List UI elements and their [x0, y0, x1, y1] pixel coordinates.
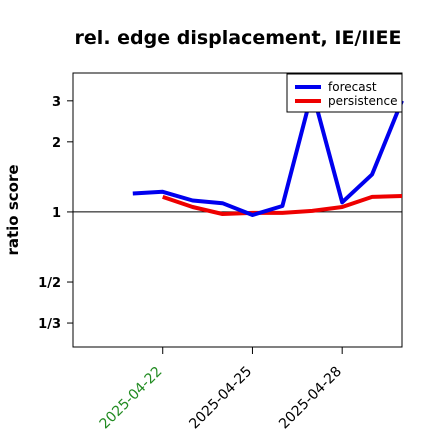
legend-label-forecast: forecast: [328, 80, 377, 94]
legend-box: [286, 73, 403, 113]
y-tick-label-0: 1/3: [38, 317, 61, 332]
y-tick-label-3: 2: [52, 136, 61, 151]
plot-frame: [72, 72, 403, 348]
chart-title: rel. edge displacement, IE/IIEE: [75, 27, 402, 49]
series-line-forecast: [132, 89, 404, 217]
y-axis-label: ratio score: [4, 164, 22, 255]
legend-label-persistence: persistence: [328, 94, 397, 108]
y-tick-label-1: 1/2: [38, 276, 61, 291]
y-tick-label-2: 1: [52, 206, 61, 221]
x-tick-label-1: 2025-04-25: [186, 364, 255, 433]
y-tick-label-4: 3: [52, 95, 61, 110]
x-tick-label-2: 2025-04-28: [276, 364, 345, 433]
x-tick-label-0: 2025-04-22: [97, 364, 166, 433]
series-line-persistence: [162, 194, 403, 216]
